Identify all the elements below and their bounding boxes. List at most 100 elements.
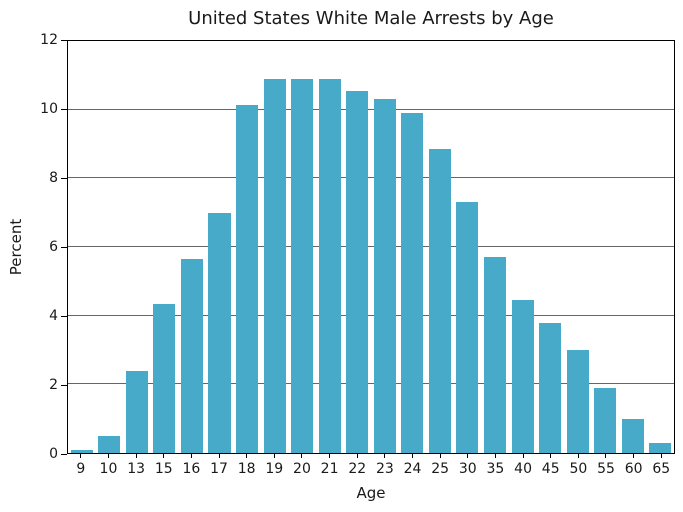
x-tick-slot (537, 454, 565, 459)
x-tick-label: 23 (375, 461, 394, 477)
bar-slot (123, 41, 151, 453)
x-tick-mark (384, 454, 386, 458)
bar-slot (426, 41, 454, 453)
x-tick-label: 18 (237, 461, 256, 477)
x-tick-mark (190, 454, 192, 458)
gridline (68, 383, 674, 385)
x-tick-mark (356, 454, 358, 458)
x-tick-label: 21 (320, 461, 339, 477)
bar (539, 322, 562, 453)
x-tick-slot (647, 454, 675, 459)
bar (456, 202, 479, 453)
bar (291, 78, 314, 453)
x-tick-label: 22 (348, 461, 367, 477)
x-tick-label: 15 (154, 461, 173, 477)
x-tick-mark (522, 454, 524, 458)
x-axis-tick-labels: 9 10 13 15 16 17 18 19 20 21 22 23 24 25 30 35 40 45 50 55 6… (67, 461, 675, 479)
x-tick-label: 13 (127, 461, 146, 477)
x-tick-label: 16 (182, 461, 201, 477)
bar-slot (509, 41, 537, 453)
x-tick-slot (205, 454, 233, 459)
x-tick-slot (178, 454, 206, 459)
x-tick-mark (660, 454, 662, 458)
bar (428, 149, 451, 453)
x-tick-slot (67, 454, 95, 459)
x-tick-label: 35 (486, 461, 505, 477)
bar-slot (619, 41, 647, 453)
x-tick-mark (550, 454, 552, 458)
x-tick-mark (163, 454, 165, 458)
gridline (68, 177, 674, 179)
x-tick-slot (620, 454, 648, 459)
y-tick-label: 12 (40, 32, 58, 48)
y-tick-label: 4 (49, 308, 58, 324)
x-axis-label: Age (356, 484, 386, 502)
gridline (68, 108, 674, 110)
x-tick-slot (316, 454, 344, 459)
x-tick-label: 30 (458, 461, 477, 477)
bar-slot (261, 41, 289, 453)
bar (318, 78, 341, 453)
bar (483, 257, 506, 453)
x-tick-slot (260, 454, 288, 459)
x-tick-slot (565, 454, 593, 459)
bar-slot (96, 41, 124, 453)
x-tick-label: 55 (597, 461, 615, 477)
x-tick-slot (371, 454, 399, 459)
x-tick-mark (467, 454, 469, 458)
x-tick-slot (233, 454, 261, 459)
bar-slot (288, 41, 316, 453)
chart-title: United States White Male Arrests by Age (188, 8, 554, 29)
x-tick-mark (80, 454, 82, 458)
bar-slot (481, 41, 509, 453)
y-tick-mark (61, 247, 67, 248)
bar (649, 442, 672, 453)
x-tick-slot (343, 454, 371, 459)
bar (180, 259, 203, 453)
bar-slot (536, 41, 564, 453)
x-tick-mark (577, 454, 579, 458)
x-tick-mark (218, 454, 220, 458)
bar-slot (316, 41, 344, 453)
x-axis-tick-marks (67, 454, 675, 459)
x-tick-mark (135, 454, 137, 458)
x-tick-mark (439, 454, 441, 458)
bar (70, 449, 93, 453)
x-tick-label: 60 (624, 461, 643, 477)
x-tick-label: 24 (403, 461, 422, 477)
y-tick-mark (61, 454, 67, 455)
x-tick-label: 50 (569, 461, 588, 477)
x-tick-mark (329, 454, 331, 458)
bar-slot (206, 41, 234, 453)
y-tick-label: 6 (49, 239, 58, 255)
bar (153, 303, 176, 453)
x-tick-label: 65 (652, 461, 671, 477)
bar-slot (178, 41, 206, 453)
x-tick-slot (95, 454, 123, 459)
bar-slot (454, 41, 482, 453)
bar (346, 90, 369, 453)
bar (401, 113, 424, 453)
y-tick-mark (61, 316, 67, 317)
y-tick-mark (61, 178, 67, 179)
x-tick-label: 25 (431, 461, 450, 477)
bar-slot (343, 41, 371, 453)
bar (263, 78, 286, 453)
x-tick-label: 20 (293, 461, 311, 477)
bar (566, 350, 589, 453)
x-tick-label: 40 (514, 461, 532, 477)
y-tick-label: 8 (49, 170, 58, 186)
bar (236, 104, 259, 453)
x-tick-mark (301, 454, 303, 458)
bar-slot (68, 41, 96, 453)
bar-slot (399, 41, 427, 453)
x-tick-slot (150, 454, 178, 459)
gridline (68, 314, 674, 316)
x-tick-label: 9 (76, 461, 86, 477)
x-tick-slot (288, 454, 316, 459)
bar (511, 300, 534, 453)
y-tick-mark (61, 109, 67, 110)
x-tick-slot (509, 454, 537, 459)
gridline (68, 246, 674, 247)
